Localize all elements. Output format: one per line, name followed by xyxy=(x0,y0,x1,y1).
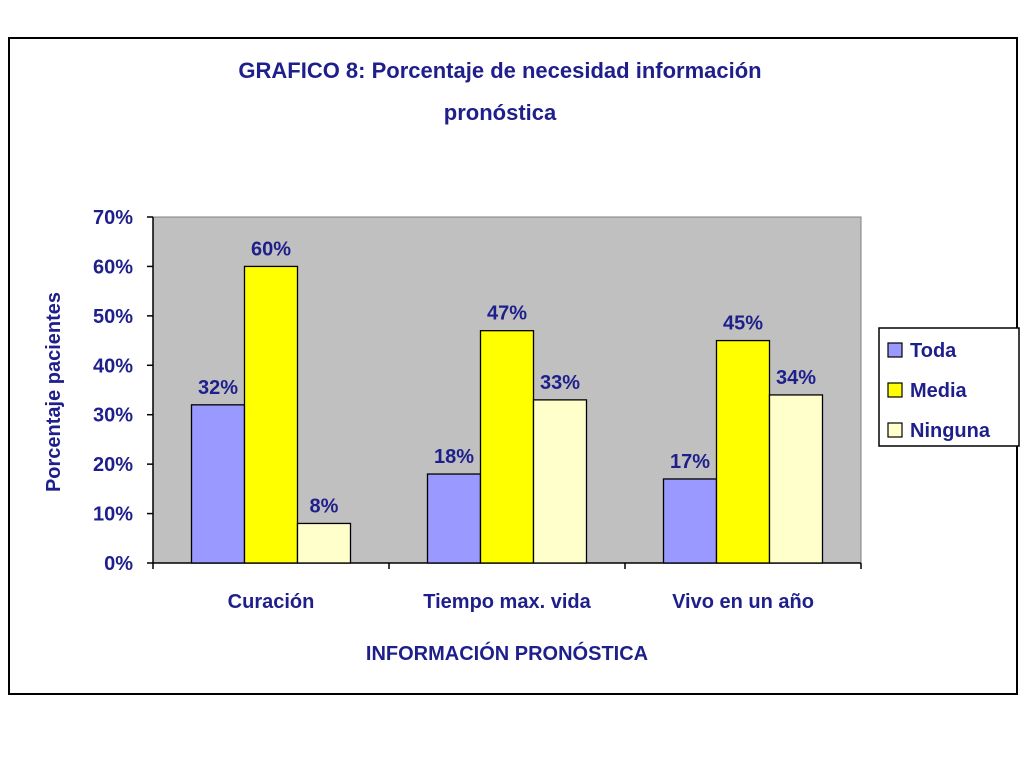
data-label: 18% xyxy=(434,446,474,468)
legend-swatch xyxy=(887,382,903,398)
y-tick-label: 30% xyxy=(93,405,133,427)
bar-ninguna xyxy=(532,399,588,564)
x-tick-label: Vivo en un año xyxy=(672,591,814,613)
legend-swatch xyxy=(887,342,903,358)
legend-label: Ninguna xyxy=(910,420,991,442)
bar-media xyxy=(715,339,771,564)
bar-media xyxy=(243,265,299,564)
data-label: 17% xyxy=(670,451,710,473)
data-label: 45% xyxy=(723,313,763,335)
data-label: 47% xyxy=(487,303,527,325)
y-tick-label: 20% xyxy=(93,454,133,476)
legend-swatch xyxy=(887,422,903,438)
y-tick-label: 50% xyxy=(93,306,133,328)
legend-label: Media xyxy=(910,380,968,402)
legend-label: Toda xyxy=(910,340,957,362)
y-tick-label: 60% xyxy=(93,256,133,278)
y-axis-title: Porcentaje pacientes xyxy=(43,292,65,492)
bar-media xyxy=(479,330,535,564)
x-tick-label: Curación xyxy=(228,591,315,613)
y-tick-label: 40% xyxy=(93,355,133,377)
data-label: 34% xyxy=(776,367,816,389)
data-label: 8% xyxy=(310,495,339,517)
data-label: 32% xyxy=(198,377,238,399)
chart-title-line-1: GRAFICO 8: Porcentaje de necesidad infor… xyxy=(238,58,762,83)
x-axis-title: INFORMACIÓN PRONÓSTICA xyxy=(366,641,648,665)
bar-toda xyxy=(662,478,718,564)
y-tick-label: 0% xyxy=(104,553,133,575)
bar-ninguna xyxy=(768,394,824,564)
bar-toda xyxy=(190,404,246,564)
y-tick-label: 10% xyxy=(93,504,133,526)
y-tick-label: 70% xyxy=(93,207,133,229)
x-tick-label: Tiempo max. vida xyxy=(423,591,591,613)
bar-toda xyxy=(426,473,482,564)
chart-title-line-2: pronóstica xyxy=(443,100,557,125)
bar-ninguna xyxy=(296,522,352,564)
data-label: 60% xyxy=(251,238,291,260)
data-label: 33% xyxy=(540,372,580,394)
